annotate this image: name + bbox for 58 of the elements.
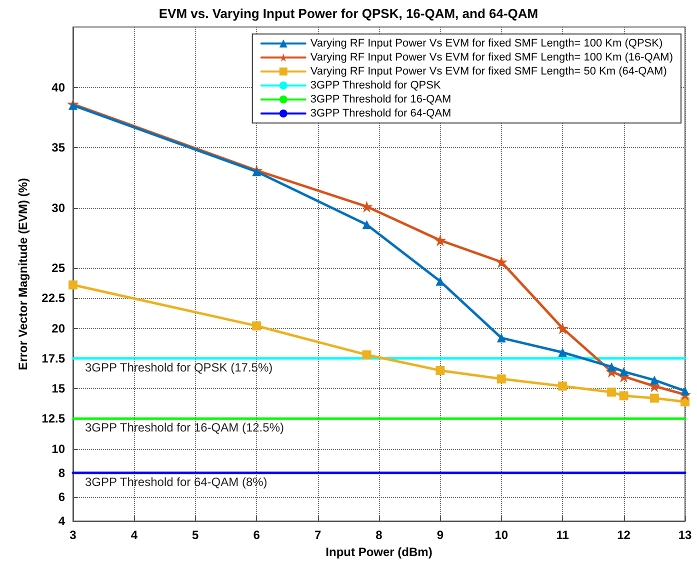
y-tick-label: 30 [52, 200, 66, 215]
x-tick-label: 11 [556, 528, 570, 542]
x-tick-label: 4 [130, 528, 138, 542]
x-tick-label: 13 [678, 528, 692, 542]
legend-label: 3GPP Threshold for 16-QAM [310, 94, 452, 106]
x-tick-label: 8 [376, 528, 383, 542]
x-tick-label: 10 [494, 528, 508, 542]
y-tick-label: 17.5 [42, 351, 66, 366]
x-tick-label: 5 [192, 528, 200, 542]
point [68, 280, 78, 290]
annotation: 3GPP Threshold for QPSK (17.5%) [85, 360, 273, 374]
y-tick-label: 25 [52, 261, 66, 276]
legend-label: Varying RF Input Power Vs EVM for fixed SMF Length= 50 Km (64-QAM) [310, 66, 667, 78]
y-tick-label: 6 [58, 490, 66, 504]
point [650, 394, 659, 403]
point [252, 167, 262, 176]
point [434, 234, 446, 246]
x-tick-label: 3 [70, 528, 77, 542]
chart-title: EVM vs. Varying Input Power for QPSK, 16-QAM, and 64-QAM [158, 6, 538, 21]
legend-label: Varying RF Input Power Vs EVM for fixed SMF Length= 100 Km (16-QAM) [310, 52, 674, 64]
y-tick-label: 22.5 [42, 291, 66, 306]
y-tick-label: 4 [58, 514, 66, 528]
x-tick-label: 9 [436, 528, 444, 542]
y-tick-label: 15 [52, 382, 66, 396]
x-tick-label: 12 [617, 528, 631, 542]
point [496, 374, 506, 384]
point [619, 391, 628, 400]
legend-label: 3GPP Threshold for QPSK [310, 80, 442, 92]
x-tick-label: 6 [253, 528, 260, 542]
point [680, 386, 690, 396]
point [556, 322, 569, 334]
point [607, 388, 616, 397]
annotation: 3GPP Threshold for 16-QAM (12.5%) [85, 420, 284, 435]
y-tick-label: 40 [52, 80, 66, 94]
y-axis-title: Error Vector Magnitude (EVM) (%) [16, 178, 30, 370]
y-tick-label: 12.5 [42, 412, 66, 426]
annotation: 3GPP Threshold for 64-QAM (8%) [85, 474, 268, 489]
legend-label: Varying RF Input Power Vs EVM for fixed SMF Length= 100 Km (QPSK) [310, 38, 663, 50]
point [607, 362, 616, 372]
x-axis-title: Input Power (dBm) [326, 545, 432, 559]
point [558, 382, 568, 391]
point [436, 366, 445, 375]
point [650, 376, 659, 385]
point [68, 100, 78, 110]
point [252, 321, 262, 330]
point [360, 200, 373, 213]
point [362, 350, 372, 360]
y-tick-label: 20 [52, 321, 66, 336]
x-tick-label: 7 [314, 528, 322, 542]
point [495, 256, 508, 268]
y-tick-label: 35 [52, 140, 66, 155]
y-tick-label: 10 [52, 442, 66, 456]
y-tick-label: 8 [58, 466, 66, 480]
point [558, 348, 568, 357]
point [362, 220, 372, 230]
point [496, 333, 506, 342]
point [619, 367, 628, 376]
legend-label: 3GPP Threshold for 64-QAM [310, 108, 452, 120]
